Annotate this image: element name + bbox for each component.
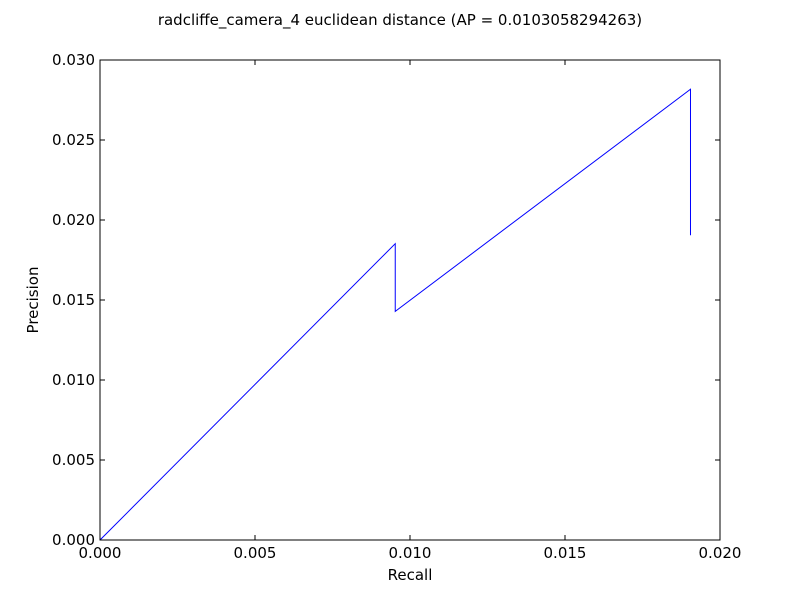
series-line-0 <box>99 88 691 541</box>
x-tick-label: 0.015 <box>544 544 587 562</box>
series-layer <box>99 88 691 541</box>
y-tick-label: 0.005 <box>52 451 95 469</box>
y-tick-label: 0.030 <box>52 51 95 69</box>
plot-frame <box>99 59 721 541</box>
x-axis-label: Recall <box>388 566 433 584</box>
x-axis-ticks: 0.000 0.005 0.010 0.015 0.020 <box>79 60 742 562</box>
x-tick-label: 0.010 <box>389 544 432 562</box>
y-tick-label: 0.020 <box>52 211 95 229</box>
y-tick-label: 0.000 <box>52 531 95 549</box>
y-tick-label: 0.010 <box>52 371 95 389</box>
x-tick-label: 0.020 <box>699 544 742 562</box>
x-tick-label: 0.005 <box>234 544 277 562</box>
x-tick-label: 0.000 <box>79 544 122 562</box>
y-tick-label: 0.015 <box>52 291 95 309</box>
y-tick-label: 0.025 <box>52 131 95 149</box>
y-axis-label: Precision <box>24 267 42 334</box>
chart-title: radcliffe_camera_4 euclidean distance (A… <box>158 11 642 30</box>
